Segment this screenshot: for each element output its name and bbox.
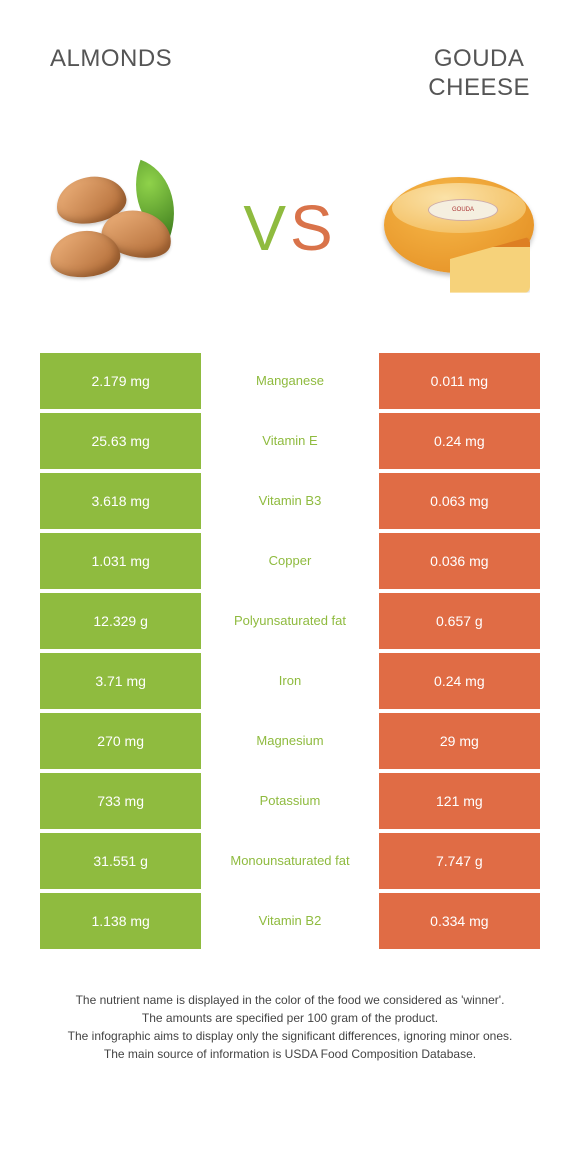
left-value: 1.138 mg [40, 893, 201, 949]
left-value: 25.63 mg [40, 413, 201, 469]
table-row: 1.031 mgCopper0.036 mg [40, 533, 540, 589]
table-row: 733 mgPotassium121 mg [40, 773, 540, 829]
nutrient-name: Iron [201, 653, 378, 709]
header: Almonds Gouda Cheese [0, 0, 580, 123]
left-value: 1.031 mg [40, 533, 201, 589]
table-row: 25.63 mgVitamin E0.24 mg [40, 413, 540, 469]
footnote-line: The nutrient name is displayed in the co… [36, 991, 544, 1009]
right-value: 29 mg [379, 713, 540, 769]
table-row: 1.138 mgVitamin B20.334 mg [40, 893, 540, 949]
vs-v: V [243, 192, 290, 264]
nutrient-name: Polyunsaturated fat [201, 593, 378, 649]
right-value: 0.063 mg [379, 473, 540, 529]
right-value: 0.011 mg [379, 353, 540, 409]
nutrient-name: Monounsaturated fat [201, 833, 378, 889]
table-row: 31.551 gMonounsaturated fat7.747 g [40, 833, 540, 889]
gouda-image: GOUDA [380, 153, 530, 303]
footnotes: The nutrient name is displayed in the co… [36, 991, 544, 1063]
left-value: 31.551 g [40, 833, 201, 889]
left-value: 2.179 mg [40, 353, 201, 409]
hero-row: VS GOUDA [0, 123, 580, 343]
right-value: 0.657 g [379, 593, 540, 649]
title-right: Gouda Cheese [428, 45, 530, 103]
table-row: 12.329 gPolyunsaturated fat0.657 g [40, 593, 540, 649]
right-value: 7.747 g [379, 833, 540, 889]
nutrient-name: Manganese [201, 353, 378, 409]
nutrient-name: Copper [201, 533, 378, 589]
right-value: 0.036 mg [379, 533, 540, 589]
vs-s: S [290, 192, 337, 264]
table-row: 2.179 mgManganese0.011 mg [40, 353, 540, 409]
vs-label: VS [243, 191, 336, 265]
footnote-line: The infographic aims to display only the… [36, 1027, 544, 1045]
left-value: 12.329 g [40, 593, 201, 649]
footnote-line: The amounts are specified per 100 gram o… [36, 1009, 544, 1027]
table-row: 3.71 mgIron0.24 mg [40, 653, 540, 709]
table-row: 270 mgMagnesium29 mg [40, 713, 540, 769]
nutrient-name: Vitamin B3 [201, 473, 378, 529]
left-value: 270 mg [40, 713, 201, 769]
footnote-line: The main source of information is USDA F… [36, 1045, 544, 1063]
table-row: 3.618 mgVitamin B30.063 mg [40, 473, 540, 529]
left-value: 3.71 mg [40, 653, 201, 709]
left-value: 733 mg [40, 773, 201, 829]
comparison-table: 2.179 mgManganese0.011 mg25.63 mgVitamin… [40, 353, 540, 949]
nutrient-name: Potassium [201, 773, 378, 829]
right-value: 0.24 mg [379, 413, 540, 469]
nutrient-name: Magnesium [201, 713, 378, 769]
nutrient-name: Vitamin E [201, 413, 378, 469]
right-value: 0.24 mg [379, 653, 540, 709]
nutrient-name: Vitamin B2 [201, 893, 378, 949]
almonds-image [50, 153, 200, 303]
title-left: Almonds [50, 45, 172, 103]
cheese-label-icon: GOUDA [428, 199, 498, 221]
left-value: 3.618 mg [40, 473, 201, 529]
right-value: 0.334 mg [379, 893, 540, 949]
right-value: 121 mg [379, 773, 540, 829]
